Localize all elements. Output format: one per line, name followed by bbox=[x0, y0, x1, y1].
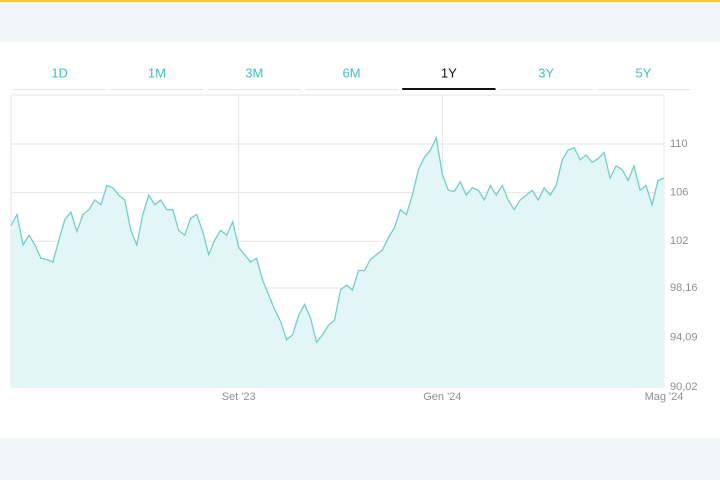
y-tick-label: 110 bbox=[670, 138, 688, 150]
y-tick-label: 90,02 bbox=[670, 381, 698, 393]
area-fill bbox=[11, 137, 664, 387]
x-tick-label: Gen '24 bbox=[423, 391, 461, 403]
tab[interactable]: 5Y bbox=[635, 65, 651, 80]
x-tick-label: Set '23 bbox=[222, 391, 256, 403]
tab[interactable]: 1D bbox=[51, 65, 68, 80]
tab[interactable]: 1M bbox=[148, 65, 166, 80]
tab[interactable]: 3M bbox=[245, 65, 263, 80]
top-bar bbox=[0, 0, 720, 2]
y-tick-label: 98,16 bbox=[670, 282, 698, 294]
tab[interactable]: 1Y bbox=[441, 65, 457, 80]
tab-underline bbox=[402, 88, 496, 90]
tab-underline bbox=[13, 89, 107, 90]
y-tick-label: 102 bbox=[670, 235, 688, 247]
y-tick-label: 94,09 bbox=[670, 331, 698, 343]
tab-underline bbox=[499, 89, 593, 90]
tab-underline bbox=[110, 89, 204, 90]
tab-underline bbox=[596, 89, 691, 90]
tab[interactable]: 3Y bbox=[538, 65, 554, 80]
tab-underline bbox=[207, 89, 301, 90]
price-line bbox=[10, 135, 665, 344]
tab[interactable]: 6M bbox=[343, 65, 361, 80]
tab-underline bbox=[304, 89, 399, 90]
x-tick-label: Mag '24 bbox=[645, 391, 684, 403]
y-tick-label: 106 bbox=[670, 187, 688, 199]
